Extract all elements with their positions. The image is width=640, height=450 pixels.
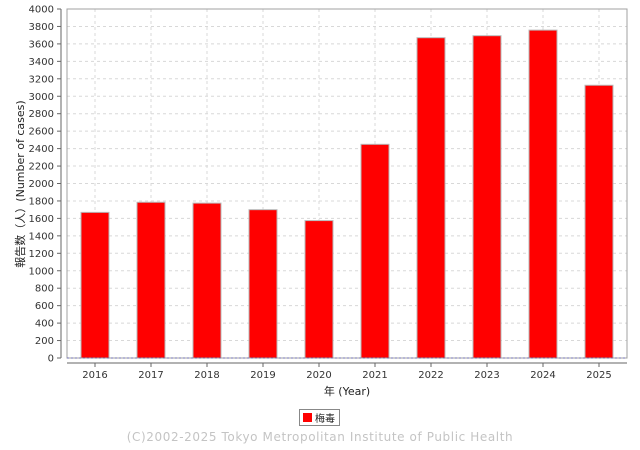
x-tick-label: 2024 [530, 370, 555, 381]
y-tick-label: 4000 [29, 5, 54, 16]
bar-2023 [472, 35, 502, 359]
y-axis: 0 200 400 600 800 1000 1200 1400 1600 1800 2000 220… [29, 5, 62, 365]
x-tick-label: 2022 [418, 370, 443, 381]
y-tick-label: 3000 [29, 92, 54, 103]
y-tick-label: 3600 [29, 39, 54, 50]
x-tick-label: 2017 [138, 370, 163, 381]
x-tick-label: 2018 [194, 370, 219, 381]
y-tick-label: 2000 [29, 179, 54, 190]
bar-2024 [528, 29, 558, 359]
x-axis-label: 年 (Year) [324, 384, 370, 398]
bar-2018 [192, 202, 222, 359]
y-tick-label: 3200 [29, 74, 54, 85]
bar-series [80, 29, 614, 359]
bar-2019 [248, 209, 278, 359]
x-tick-label: 2023 [474, 370, 499, 381]
bar-2022 [416, 37, 446, 359]
y-tick-label: 3400 [29, 57, 54, 68]
x-tick-label: 2016 [82, 370, 107, 381]
y-tick-label: 400 [35, 319, 54, 330]
y-tick-label: 3800 [29, 22, 54, 33]
legend: 梅毒 [299, 409, 340, 426]
bar-2020 [304, 220, 334, 359]
y-tick-label: 1000 [29, 266, 54, 277]
y-tick-label: 200 [35, 336, 54, 347]
y-tick-label: 2200 [29, 162, 54, 173]
legend-swatch-icon [303, 413, 312, 422]
bar-2025 [584, 84, 614, 359]
x-tick-label: 2021 [362, 370, 387, 381]
y-tick-label: 1400 [29, 231, 54, 242]
y-tick-label: 2600 [29, 127, 54, 138]
legend-label: 梅毒 [315, 414, 335, 425]
y-tick-label: 1200 [29, 249, 54, 260]
x-tick-label: 2025 [586, 370, 611, 381]
copyright-notice: (C)2002-2025 Tokyo Metropolitan Institut… [126, 430, 514, 444]
bar-2021 [360, 143, 390, 359]
bar-2016 [80, 211, 110, 359]
x-axis: 2016 2017 2018 2019 2020 2021 2022 2023 2024 2025 [67, 362, 627, 381]
y-tick-label: 2400 [29, 144, 54, 155]
y-axis-label: 報告数（人）(Number of cases) [14, 100, 27, 267]
x-tick-label: 2019 [250, 370, 275, 381]
x-tick-label: 2020 [306, 370, 331, 381]
y-tick-label: 1600 [29, 214, 54, 225]
bar-2017 [136, 201, 166, 359]
y-tick-label: 0 [48, 354, 54, 365]
y-tick-label: 2800 [29, 109, 54, 120]
y-tick-label: 800 [35, 284, 54, 295]
y-tick-label: 600 [35, 301, 54, 312]
y-tick-label: 1800 [29, 196, 54, 207]
